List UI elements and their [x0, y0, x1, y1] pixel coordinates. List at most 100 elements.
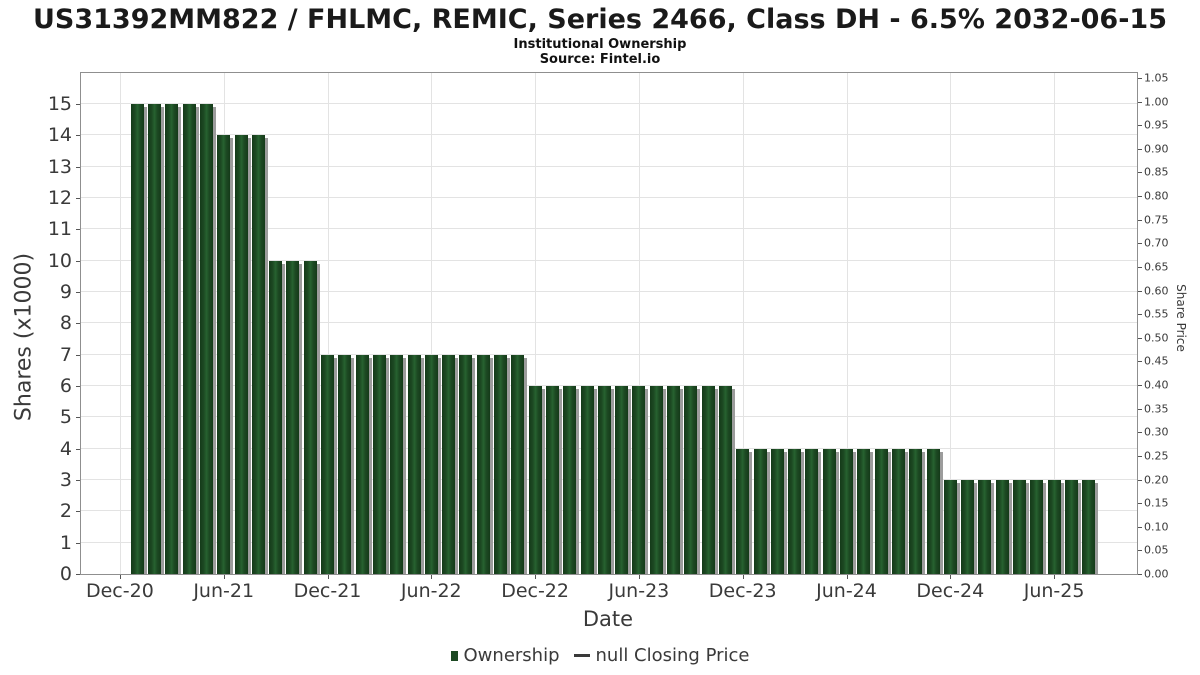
x-tick-mark [742, 575, 744, 579]
bar-swatch-icon [450, 650, 458, 661]
ownership-bar [961, 480, 975, 574]
ownership-bar [857, 448, 871, 574]
y-left-tick-label: 14 [47, 124, 72, 147]
y-right-tick-mark [1138, 243, 1142, 245]
y-right-tick-label: 0.50 [1144, 331, 1169, 345]
y-left-tick-label: 10 [47, 249, 72, 272]
y-right-tick-label: 0.90 [1144, 142, 1169, 156]
v-gridline [638, 73, 640, 574]
ownership-bar [597, 386, 611, 574]
legend-label-closing-price: null Closing Price [595, 645, 750, 666]
ownership-bar [1030, 480, 1044, 574]
y-right-tick-label: 0.15 [1144, 496, 1169, 510]
plot-area [80, 72, 1138, 575]
x-tick-mark [535, 575, 537, 579]
y-right-tick-mark [1138, 290, 1142, 292]
ownership-bar [338, 354, 352, 574]
y-right-tick-label: 0.55 [1144, 307, 1169, 321]
y-left-tick-mark [76, 166, 80, 168]
x-tick-label: Dec-23 [708, 580, 777, 602]
x-tick-mark [950, 575, 952, 579]
ownership-bar [736, 448, 750, 574]
v-gridline [846, 73, 848, 574]
ownership-bar [909, 448, 923, 574]
v-gridline [327, 73, 329, 574]
page-title: US31392MM822 / FHLMC, REMIC, Series 2466… [32, 4, 1167, 35]
chart-source-label: Source: Fintel.io [539, 52, 661, 67]
x-tick-label: Jun-22 [400, 580, 462, 602]
ownership-bar [580, 386, 594, 574]
y-left-tick-mark [76, 135, 80, 137]
h-gridline [81, 353, 1137, 355]
y-left-tick-label: 7 [59, 343, 72, 366]
ownership-bar [1082, 480, 1096, 574]
x-tick-label: Jun-24 [816, 580, 877, 602]
y-right-tick-mark [1138, 314, 1142, 316]
y-right-tick-label: 0.95 [1144, 118, 1169, 132]
ownership-bar [390, 354, 404, 574]
h-gridline [81, 165, 1137, 167]
ownership-bar [943, 480, 957, 574]
y-right-tick-mark [1138, 503, 1142, 505]
y-right-tick-label: 1.00 [1144, 95, 1169, 109]
y-left-tick-mark [76, 198, 80, 199]
y-right-tick-mark [1138, 101, 1142, 103]
y-right-tick-label: 0.65 [1144, 260, 1169, 274]
ownership-bar [718, 386, 732, 574]
ownership-bar [667, 386, 680, 574]
ownership-bar [545, 386, 559, 574]
legend-item-null-closing-price[interactable]: null Closing Price [573, 645, 750, 666]
y-right-tick-label: 0.00 [1144, 567, 1169, 581]
y-right-tick-label: 0.05 [1144, 543, 1169, 557]
y-right-tick-label: 0.40 [1144, 378, 1169, 392]
y-left-tick-label: 5 [59, 406, 72, 429]
y-left-tick-label: 3 [59, 469, 72, 491]
x-tick-label: Jun-25 [1023, 580, 1085, 602]
ownership-bar [891, 448, 905, 574]
y-right-tick-label: 0.30 [1144, 425, 1169, 439]
ownership-bar [459, 354, 473, 574]
ownership-bar [269, 260, 283, 574]
y-right-tick-label: 0.10 [1144, 520, 1169, 534]
y-right-tick-label: 0.20 [1144, 473, 1169, 487]
y-right-tick-label: 1.05 [1144, 71, 1169, 85]
y-left-tick-mark [76, 511, 80, 513]
y-right-tick-label: 0.35 [1144, 402, 1169, 416]
y-right-tick-mark [1138, 337, 1142, 339]
x-tick-mark [327, 575, 329, 579]
ownership-bar [563, 386, 577, 574]
v-gridline [1054, 73, 1056, 574]
h-gridline [81, 134, 1137, 136]
ownership-bar [1064, 480, 1078, 574]
ownership-bar [701, 386, 715, 574]
y-right-tick-label: 0.25 [1144, 449, 1169, 463]
v-gridline [431, 73, 433, 574]
ownership-bar [286, 260, 300, 574]
x-tick-mark [1054, 575, 1056, 579]
y-right-tick-mark [1138, 148, 1142, 150]
ownership-bar [788, 448, 802, 574]
y-right-tick-label: 0.45 [1144, 354, 1169, 368]
ownership-bar [182, 104, 196, 574]
ownership-bar [372, 354, 386, 574]
h-gridline [81, 228, 1137, 230]
ownership-bar [217, 135, 231, 574]
y-right-tick-mark [1138, 526, 1142, 528]
y-right-tick-mark [1138, 78, 1142, 79]
ownership-bar [632, 386, 646, 574]
x-tick-label: Jun-23 [608, 580, 670, 602]
ownership-bar [303, 260, 317, 574]
x-tick-mark [223, 575, 225, 579]
ownership-bar [926, 448, 940, 574]
y-left-tick-mark [76, 542, 80, 544]
legend-item-ownership[interactable]: Ownership [450, 645, 560, 666]
y-right-tick-mark [1138, 219, 1142, 221]
x-tick-label: Jun-21 [193, 580, 255, 602]
ownership-bar [234, 135, 248, 574]
ownership-bar [148, 104, 161, 574]
ownership-bar [476, 354, 490, 574]
y-right-tick-label: 0.70 [1144, 236, 1169, 250]
y-right-tick-mark [1138, 408, 1142, 410]
ownership-bar [321, 354, 334, 574]
